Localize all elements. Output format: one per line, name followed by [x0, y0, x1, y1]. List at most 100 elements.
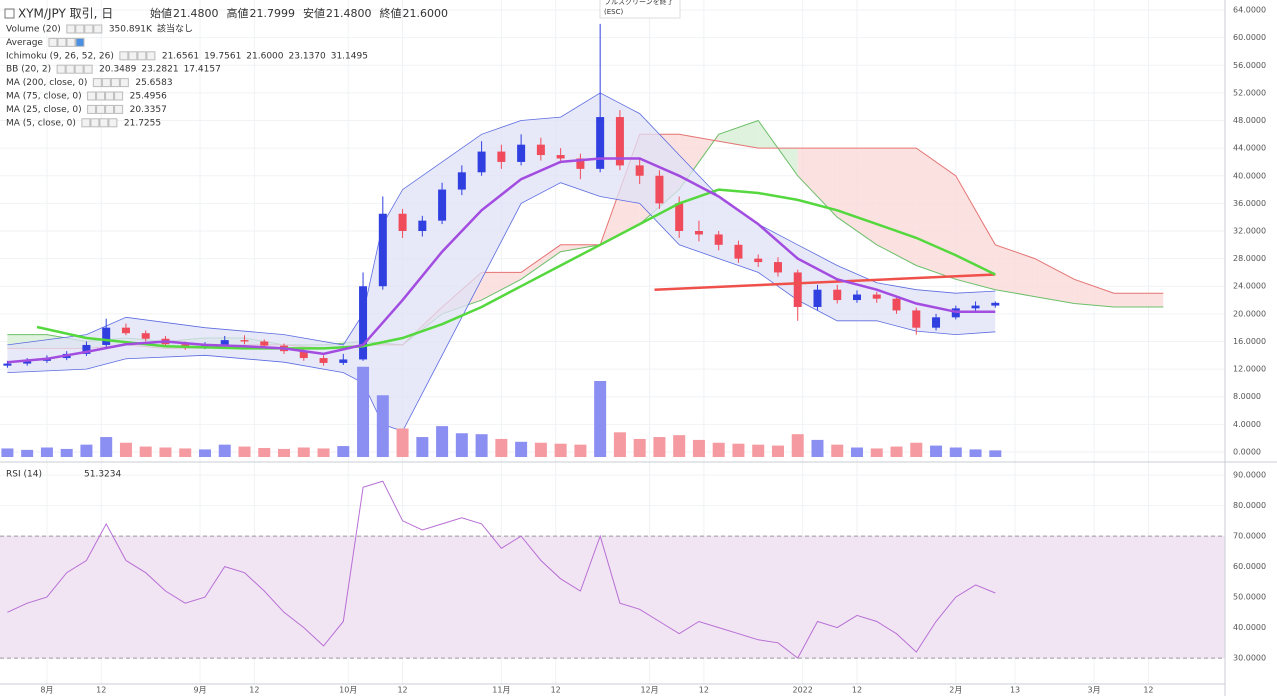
- candle-body: [556, 155, 565, 159]
- candle-body: [477, 151, 486, 173]
- ma25-line: [7, 157, 996, 364]
- legend-icon[interactable]: [101, 78, 111, 88]
- volume-bar: [60, 448, 73, 457]
- legend-icon[interactable]: [57, 37, 67, 47]
- volume-bar: [930, 445, 943, 457]
- rsi-tick-label: 40.0000: [1233, 623, 1266, 632]
- legend-icon[interactable]: [87, 104, 97, 114]
- volume-bar: [317, 448, 330, 457]
- legend-name: MA (5, close, 0): [6, 118, 76, 128]
- legend-value: 20.3357: [130, 105, 167, 115]
- candle-body: [635, 165, 644, 176]
- collapse-icon[interactable]: [4, 8, 15, 19]
- legend-icon[interactable]: [114, 104, 124, 114]
- x-tick-label: 12: [397, 686, 407, 695]
- legend-icon[interactable]: [119, 78, 129, 88]
- legend-icon[interactable]: [128, 51, 138, 61]
- cloud-fill: [1113, 293, 1164, 307]
- symbol-title: XYM/JPY 取引, 日: [18, 7, 113, 21]
- legend-icon[interactable]: [108, 118, 118, 128]
- candle-body: [23, 360, 32, 364]
- legend-value: 17.4157: [184, 65, 221, 75]
- volume-bar: [673, 435, 686, 457]
- legend-icon[interactable]: [105, 91, 115, 101]
- volume-bar: [633, 438, 646, 457]
- legend-icon[interactable]: [75, 24, 85, 34]
- candle-body: [714, 234, 723, 245]
- legend-icon[interactable]: [48, 37, 58, 47]
- volume-bar: [771, 445, 784, 457]
- legend-icon[interactable]: [96, 91, 106, 101]
- fullscreen-tip-box: [599, 0, 681, 19]
- x-tick-label: 9月: [194, 686, 207, 695]
- legend-value: 20.3489: [99, 65, 136, 75]
- x-tick-label: 12: [1143, 686, 1153, 695]
- y-tick-label: 56.0000: [1233, 61, 1266, 70]
- candle-body: [655, 175, 664, 204]
- legend-icon[interactable]: [75, 37, 85, 47]
- legend-value: 350.891K: [109, 25, 153, 35]
- volume-bar: [436, 426, 449, 457]
- legend-value: 21.6561: [162, 51, 199, 61]
- volume-bar: [949, 447, 962, 457]
- legend-name: Ichimoku (9, 26, 52, 26): [6, 51, 114, 61]
- volume-bar: [119, 442, 132, 457]
- legend-icon[interactable]: [74, 64, 84, 74]
- ohlc-value: 21.4800: [326, 7, 372, 20]
- candle-body: [615, 117, 624, 166]
- candle-body: [319, 358, 328, 363]
- legend-icon[interactable]: [66, 24, 76, 34]
- y-tick-label: 40.0000: [1233, 171, 1266, 180]
- legend-icon[interactable]: [96, 104, 106, 114]
- legend-icon[interactable]: [114, 91, 124, 101]
- legend-icon[interactable]: [83, 64, 93, 74]
- legend-icon[interactable]: [137, 51, 147, 61]
- rsi-tick-label: 80.0000: [1233, 501, 1266, 510]
- volume-bar: [989, 450, 1002, 457]
- legend-icon[interactable]: [146, 51, 156, 61]
- legend-icon[interactable]: [56, 64, 66, 74]
- volume-bar: [851, 447, 864, 457]
- volume-bar: [139, 446, 152, 457]
- volume-bar: [100, 437, 113, 457]
- candle-body: [240, 340, 249, 342]
- legend-icon[interactable]: [84, 24, 94, 34]
- volume-bar: [40, 447, 53, 457]
- y-tick-label: 36.0000: [1233, 199, 1266, 208]
- volume-bar: [791, 434, 804, 457]
- candle-body: [517, 144, 526, 162]
- legend-icon[interactable]: [92, 78, 102, 88]
- legend-value: 25.6583: [135, 78, 172, 88]
- cloud-fill: [718, 120, 759, 149]
- ohlc-label: 終値: [380, 6, 402, 20]
- legend-icon[interactable]: [99, 118, 109, 128]
- legend-icon[interactable]: [93, 24, 103, 34]
- volume-bar: [396, 428, 409, 457]
- volume-bar: [515, 441, 528, 457]
- y-tick-label: 32.0000: [1233, 227, 1266, 236]
- legend-icon[interactable]: [65, 64, 75, 74]
- ohlc-value: 21.6000: [403, 7, 449, 20]
- volume-bar: [416, 437, 429, 457]
- legend-value: 19.7561: [204, 51, 241, 61]
- legend-icon[interactable]: [90, 118, 100, 128]
- legend-icon[interactable]: [119, 51, 129, 61]
- ma200-line: [654, 273, 996, 291]
- legend-icon[interactable]: [110, 78, 120, 88]
- candle-body: [438, 189, 447, 221]
- y-tick-label: 52.0000: [1233, 88, 1266, 97]
- volume-bar: [258, 447, 271, 457]
- legend-icon[interactable]: [105, 104, 115, 114]
- volume-bar: [613, 432, 626, 457]
- volume-bar: [653, 437, 666, 457]
- volume-bar: [574, 444, 587, 457]
- legend-icon[interactable]: [66, 37, 76, 47]
- legend-icon[interactable]: [87, 91, 97, 101]
- candle-body: [912, 310, 921, 328]
- legend-icon[interactable]: [81, 118, 91, 128]
- candle-body: [339, 359, 348, 363]
- rsi-tick-label: 50.0000: [1233, 593, 1266, 602]
- candle-body: [991, 302, 1000, 306]
- candle-body: [359, 286, 368, 360]
- volume-bar: [475, 434, 488, 457]
